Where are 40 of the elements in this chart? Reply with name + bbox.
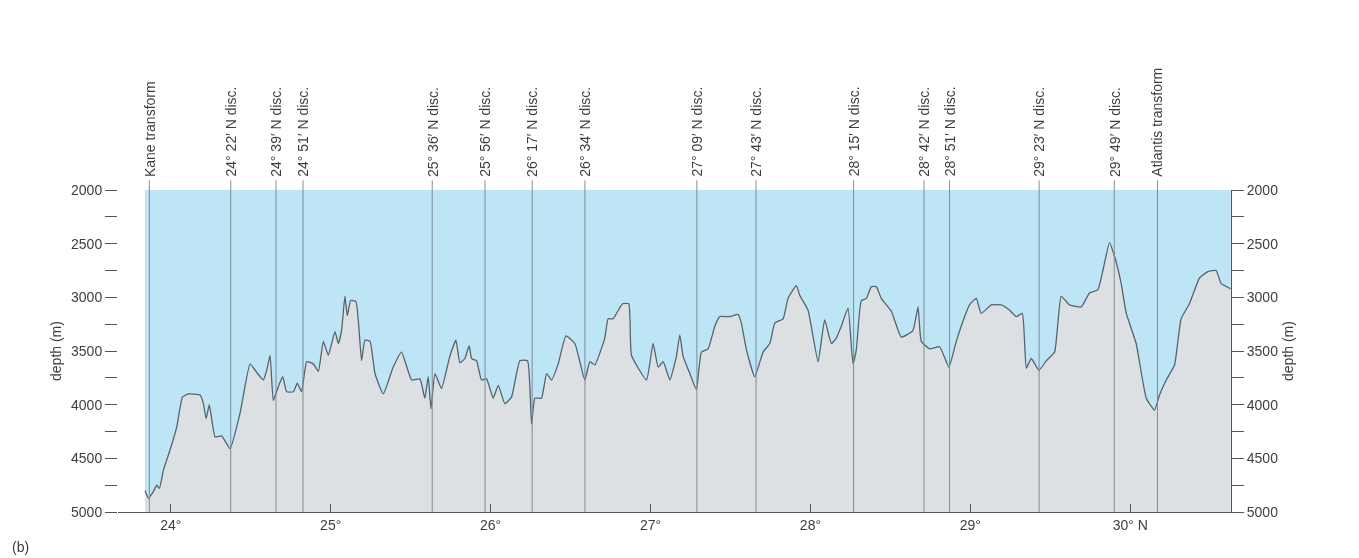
y-tick-label: 4000 (71, 396, 103, 413)
y-tick-label: 4500 (71, 450, 103, 467)
ref-line-label: Kane transform (141, 81, 158, 178)
ref-line-label: 24° 51′ N disc. (295, 86, 312, 177)
y2-axis-title: depth (m) (1280, 321, 1297, 381)
ref-line-label: 26° 34′ N disc. (577, 86, 594, 177)
ref-line-label: Atlantis transform (1149, 67, 1166, 177)
x-tick-label: 29° (959, 516, 981, 533)
ref-line-label: 27° 09′ N disc. (689, 86, 706, 177)
y2-tick-label: 3500 (1246, 342, 1279, 359)
y-tick-label: 2500 (71, 235, 103, 252)
ref-line-label: 26° 17′ N disc. (524, 86, 541, 177)
y2-tick-label: 2000 (1246, 181, 1279, 198)
y2-tick-label: 5000 (1246, 503, 1279, 520)
ref-line-label: 25° 36′ N disc. (424, 87, 441, 177)
x-tick-label: 24° (160, 516, 182, 533)
text: (b) (12, 539, 30, 555)
x-tick-label: 27° (639, 516, 662, 533)
ref-line-label: 27° 43′ N disc. (748, 86, 765, 177)
x-tick-label: 28° (799, 516, 822, 533)
y2-tick-label: 4000 (1246, 396, 1279, 413)
x-tick-label: 30° N (1112, 516, 1148, 533)
ref-line-label: 25° 56′ N disc. (477, 86, 494, 177)
ref-line-label: 24° 22′ N disc. (223, 86, 240, 177)
ref-line-label: 29° 49′ N disc. (1106, 87, 1123, 177)
y2-tick-label: 4500 (1246, 450, 1279, 467)
y-tick-label: 3500 (71, 342, 103, 359)
ref-line-label: 28° 51′ N disc. (941, 86, 958, 177)
ref-line-label: 28° 42′ N disc. (916, 86, 933, 177)
y2-tick-label: 3000 (1246, 289, 1279, 306)
x-tick-label: 25° (320, 516, 342, 533)
ref-line-label: 29° 23′ N disc. (1031, 86, 1048, 177)
ref-line-label: 24° 39′ N disc. (268, 86, 285, 177)
y-axis-title: depth (m) (47, 321, 64, 381)
ref-line-label: 28° 15′ N disc. (845, 86, 862, 177)
y2-tick-label: 2500 (1246, 235, 1279, 252)
y-tick-label: 3000 (71, 289, 103, 306)
x-tick-label: 26° (480, 516, 502, 533)
y-tick-label: 5000 (71, 503, 103, 520)
y-tick-label: 2000 (71, 181, 103, 198)
